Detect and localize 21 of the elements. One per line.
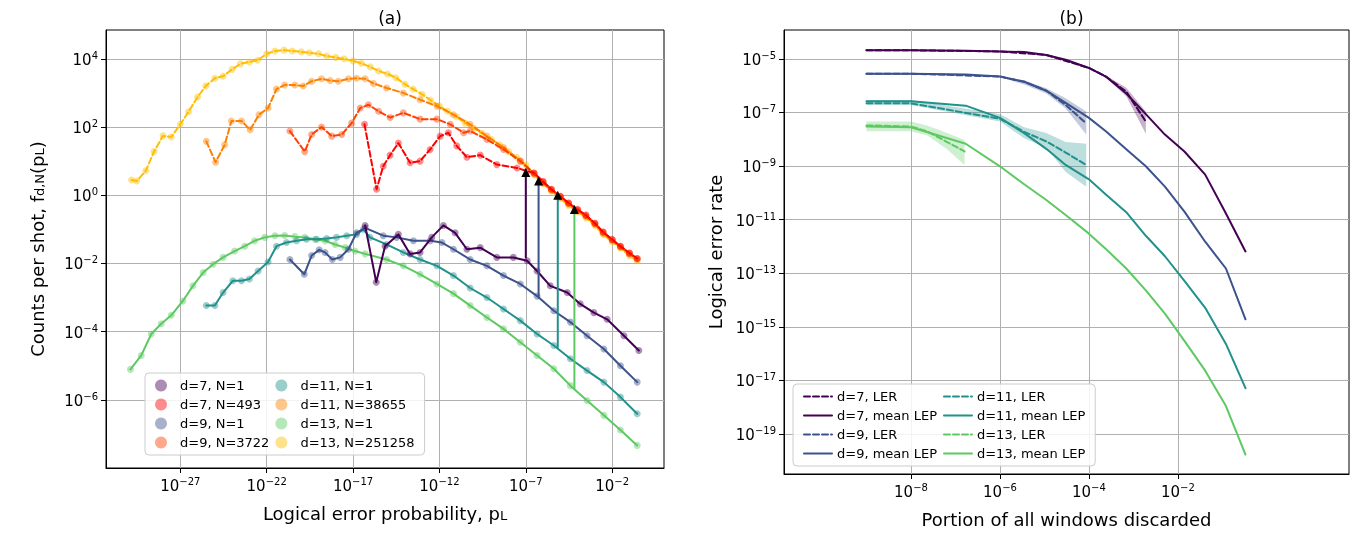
legend-label: d=7, mean LEP	[837, 408, 938, 423]
legend-label: d=7, N=493	[180, 397, 262, 412]
legend-label: d=9, mean LEP	[837, 446, 938, 461]
legend-label: d=9, N=3722	[180, 435, 270, 450]
legend-label: d=11, N=38655	[300, 397, 407, 412]
legend-label: d=13, mean LEP	[976, 446, 1086, 461]
chart-title: (a)	[378, 7, 402, 28]
legend-label: d=13, N=1	[300, 416, 374, 431]
x-axis-title: Portion of all windows discarded	[921, 508, 1212, 530]
legend-label: d=13, LER	[976, 427, 1046, 442]
legend-label: d=11, mean LEP	[976, 408, 1086, 423]
chart-title: (b)	[1059, 7, 1084, 28]
legend-label: d=11, LER	[976, 389, 1046, 404]
legend-label: d=7, N=1	[180, 378, 245, 393]
y-axis-title: Logical error rate	[704, 174, 726, 330]
legend-label: d=9, N=1	[180, 416, 245, 431]
x-axis-title: Logical error probability, pL	[262, 502, 508, 524]
legend-label: d=13, N=251258	[300, 435, 415, 450]
legend-label: d=7, LER	[837, 389, 898, 404]
legend-label: d=11, N=1	[300, 378, 374, 393]
legend-label: d=9, LER	[837, 427, 898, 442]
